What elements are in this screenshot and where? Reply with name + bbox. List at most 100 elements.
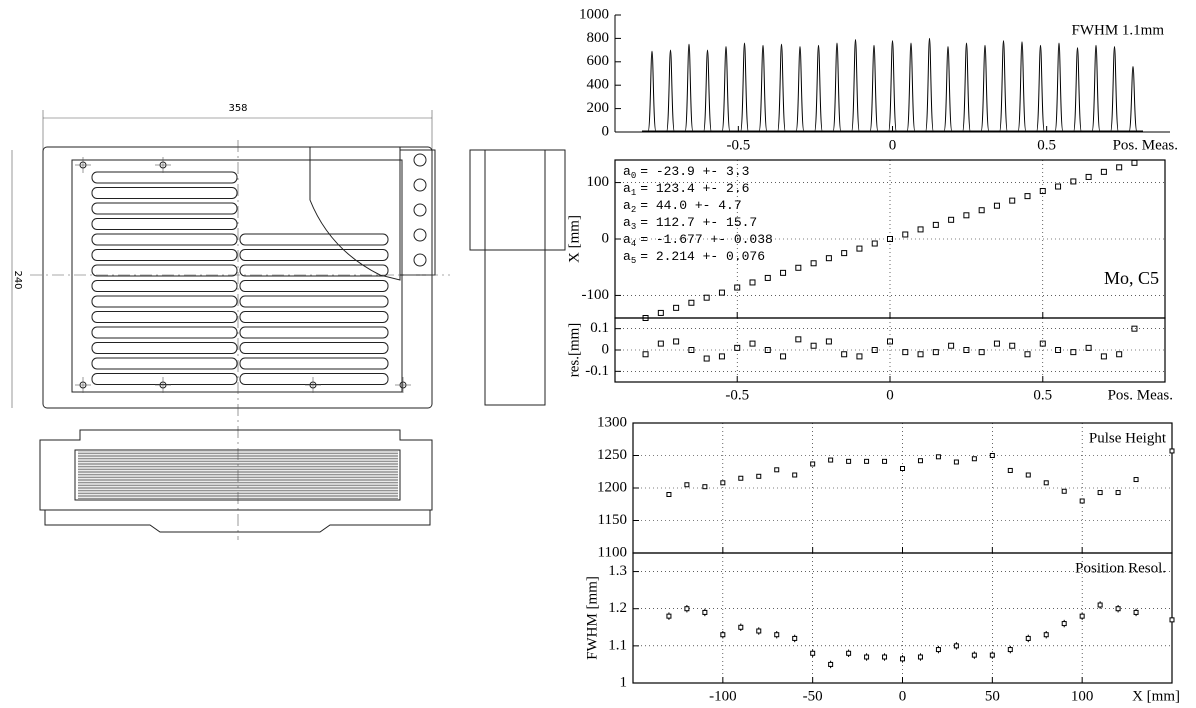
side-view <box>485 150 545 405</box>
point <box>954 460 958 464</box>
y-axis-label: res.[mm] <box>566 323 582 378</box>
peak <box>907 43 915 132</box>
slot <box>92 219 237 230</box>
y-tick-label: 1 <box>620 674 628 690</box>
point <box>1062 489 1066 493</box>
x-tick-label: 0.5 <box>1037 137 1056 153</box>
slot <box>240 234 388 245</box>
point <box>1010 343 1015 348</box>
parameter-value: = 123.4 +- 2.6 <box>640 181 749 196</box>
point <box>775 633 779 637</box>
point <box>793 636 797 640</box>
point <box>865 655 869 659</box>
peak <box>944 47 952 132</box>
fit-parameter: a1= 123.4 +- 2.6 <box>623 181 749 198</box>
peak <box>852 40 860 132</box>
y-tick-label: 600 <box>587 53 610 69</box>
point <box>933 350 938 355</box>
peak <box>926 38 934 132</box>
x-tick-label: -0.5 <box>726 137 750 153</box>
point <box>865 459 869 463</box>
point <box>829 662 833 666</box>
point <box>703 485 707 489</box>
point <box>1062 622 1066 626</box>
point <box>901 467 905 471</box>
slot <box>92 172 237 183</box>
point <box>1116 607 1120 611</box>
point <box>933 222 938 227</box>
point <box>872 348 877 353</box>
point <box>964 213 969 218</box>
point <box>1008 648 1012 652</box>
point <box>979 208 984 213</box>
slot <box>92 203 237 214</box>
page: 358 240 02004006008001000-0.500.5Pos. Me… <box>0 0 1196 708</box>
point <box>667 493 671 497</box>
parameter-value: = 44.0 +- 4.7 <box>640 198 741 213</box>
fit-parameter: a2= 44.0 +- 4.7 <box>623 198 742 215</box>
x-tick-label: 0 <box>886 387 894 403</box>
point <box>703 610 707 614</box>
slot <box>92 343 237 354</box>
fit-parameter: a5= 2.214 +- 0.076 <box>623 249 765 266</box>
point <box>918 352 923 357</box>
connector-pin <box>414 179 426 191</box>
point <box>658 341 663 346</box>
point <box>1080 614 1084 618</box>
point <box>658 310 663 315</box>
point <box>954 644 958 648</box>
point <box>936 648 940 652</box>
point <box>1170 618 1174 622</box>
connector-pin <box>414 254 426 266</box>
point <box>811 651 815 655</box>
section-stack <box>75 450 400 500</box>
point <box>847 651 851 655</box>
point <box>994 203 999 208</box>
point <box>918 655 922 659</box>
y-tick-label: -100 <box>582 287 610 303</box>
point <box>689 300 694 305</box>
peak <box>1037 45 1045 132</box>
point <box>857 354 862 359</box>
point <box>918 227 923 232</box>
y-tick-label: 0 <box>602 230 610 246</box>
peak <box>870 45 878 132</box>
parameter-symbol: a <box>623 232 631 247</box>
x-tick-label: 50 <box>985 688 1000 704</box>
parameter-index: 2 <box>631 205 636 215</box>
point <box>781 354 786 359</box>
y-axis-label: X [mm] <box>566 215 582 263</box>
section-outline <box>40 430 432 510</box>
point <box>903 350 908 355</box>
slot <box>240 250 388 261</box>
point <box>674 305 679 310</box>
y-tick-label: 1000 <box>579 6 609 22</box>
point <box>1080 499 1084 503</box>
peak <box>889 41 897 132</box>
point <box>1040 341 1045 346</box>
point <box>739 625 743 629</box>
y-tick-label: 1.3 <box>608 563 627 579</box>
y-axis-label: FWHM [mm] <box>584 576 600 660</box>
point <box>842 251 847 256</box>
point <box>793 473 797 477</box>
point <box>643 352 648 357</box>
point <box>1071 179 1076 184</box>
parameter-symbol: a <box>623 164 631 179</box>
point <box>765 275 770 280</box>
point <box>1101 354 1106 359</box>
y-tick-label: 200 <box>587 100 610 116</box>
point <box>847 459 851 463</box>
point <box>750 341 755 346</box>
point <box>1134 610 1138 614</box>
annotation: Position Resol. <box>1075 560 1166 576</box>
point <box>757 629 761 633</box>
slot <box>240 343 388 354</box>
point <box>994 341 999 346</box>
parameter-symbol: a <box>623 215 631 230</box>
point <box>990 454 994 458</box>
x-tick-label: 100 <box>1071 688 1094 704</box>
point <box>1086 345 1091 350</box>
annotation: Mo, C5 <box>1104 268 1159 288</box>
point <box>1134 478 1138 482</box>
